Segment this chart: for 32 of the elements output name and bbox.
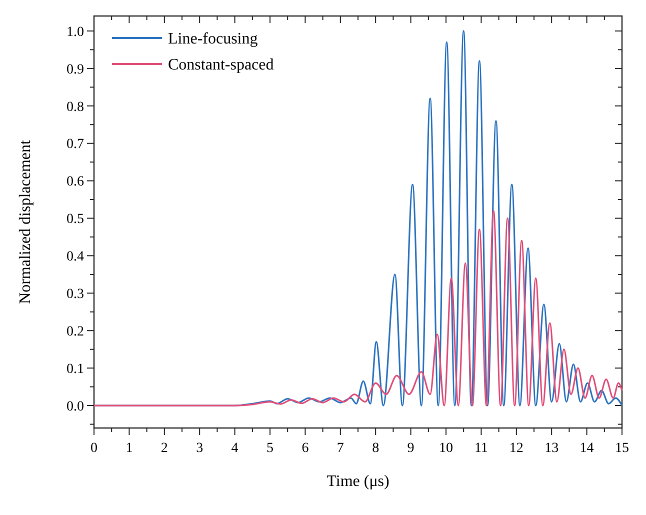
y-tick-label: 0.1 — [66, 362, 84, 377]
y-tick-label: 0.4 — [66, 250, 84, 265]
x-tick-label: 14 — [580, 441, 594, 456]
y-tick-label: 0.0 — [66, 399, 84, 414]
y-tick-label: 0.7 — [66, 137, 84, 152]
legend-label: Constant-spaced — [168, 56, 274, 74]
x-tick-label: 10 — [439, 441, 453, 456]
y-axis-title: Normalized displacement — [17, 139, 34, 304]
x-tick-label: 5 — [266, 441, 274, 456]
x-tick-label: 9 — [407, 441, 414, 456]
y-tick-label: 0.9 — [66, 62, 84, 78]
y-tick-label: 1.0 — [66, 24, 84, 40]
x-tick-label: 8 — [372, 441, 380, 456]
legend-label: Line-focusing — [168, 30, 258, 48]
x-tick-label: 1 — [126, 441, 133, 456]
x-tick-label: 3 — [196, 441, 204, 456]
x-tick-label: 11 — [474, 441, 488, 456]
y-tick-label: 0.5 — [66, 212, 84, 228]
x-tick-label: 0 — [90, 441, 98, 456]
x-tick-label: 4 — [231, 441, 238, 456]
x-tick-label: 13 — [544, 441, 559, 456]
y-tick-label: 0.3 — [66, 287, 84, 302]
x-tick-label: 12 — [509, 441, 524, 456]
x-tick-label: 7 — [336, 441, 344, 456]
y-tick-label: 0.2 — [66, 324, 84, 340]
y-tick-label: 0.8 — [66, 100, 84, 115]
x-tick-label: 6 — [302, 441, 309, 456]
x-tick-label: 2 — [160, 441, 168, 456]
y-tick-label: 0.6 — [66, 174, 84, 190]
line-series — [93, 210, 623, 406]
x-tick-label: 15 — [615, 441, 629, 456]
x-axis-title: Time (μs) — [326, 473, 390, 490]
